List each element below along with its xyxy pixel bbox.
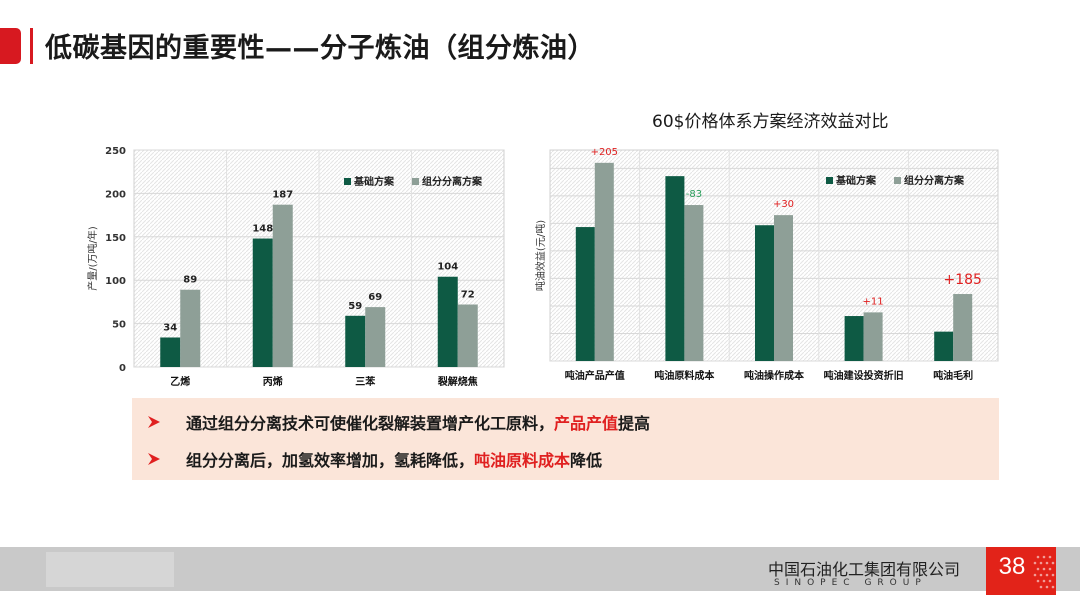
production-chart-svg: 0 50 100 150 200 250 产量/(万吨/年) 34 89 乙烯 148 187 丙烯 59… — [86, 146, 505, 388]
data-label: 104 — [437, 262, 458, 273]
y-tick-label: 50 — [112, 320, 126, 331]
x-tick-label: 吨油操作成本 — [744, 369, 805, 382]
bar — [365, 307, 386, 367]
data-label: 148 — [252, 224, 273, 235]
bar — [272, 204, 293, 367]
bullet-highlight: 吨油原料成本 — [474, 451, 571, 470]
x-tick-label: 三苯 — [355, 375, 376, 388]
bar — [684, 205, 704, 361]
legend-label: 组分分离方案 — [422, 175, 483, 188]
page-number-badge: 38 — [986, 547, 1056, 595]
title-accent-line — [30, 28, 33, 64]
change-annotation: +205 — [591, 147, 618, 158]
bar — [160, 337, 181, 367]
y-tick-label: 100 — [105, 276, 126, 287]
x-tick-label: 乙烯 — [170, 375, 190, 388]
change-annotation: +30 — [773, 199, 794, 210]
bar — [953, 294, 973, 361]
legend-swatch — [826, 177, 833, 184]
footer-logo-placeholder — [46, 552, 174, 587]
legend-label: 基础方案 — [353, 175, 395, 188]
footer-group-name: SINOPEC GROUP — [774, 578, 927, 588]
legend-swatch — [344, 178, 351, 185]
change-annotation: -83 — [686, 189, 702, 200]
footer-band — [0, 547, 1080, 591]
y-tick-label: 0 — [119, 363, 126, 374]
bar — [575, 227, 595, 361]
bullet-text: 通过组分分离技术可使催化裂解装置增产化工原料， — [186, 414, 555, 433]
economic-chart-svg: 吨油效益(元/吨) 吨油产品产值 吨油原料成本 吨油操作成本 吨油建设投资折旧 吨油毛利 +… — [534, 147, 999, 382]
data-label: 69 — [368, 292, 382, 303]
title-accent-block — [0, 28, 21, 64]
page-number: 38 — [998, 553, 1026, 580]
change-annotation: +11 — [863, 296, 884, 307]
bullet-text: 组分分离后，加氢效率增加，氢耗降低， — [186, 451, 475, 470]
legend-swatch — [412, 178, 419, 185]
bar — [755, 225, 774, 361]
bar — [844, 316, 864, 361]
arrow-bullet-icon — [148, 416, 160, 428]
bullet-text-end: 降低 — [570, 451, 603, 470]
legend-label: 基础方案 — [835, 174, 877, 187]
bar — [180, 289, 201, 367]
slide-title: 低碳基因的重要性——分子炼油（组分炼油） — [45, 33, 595, 64]
x-tick-label: 吨油建设投资折旧 — [824, 369, 904, 382]
y-tick-label: 200 — [105, 189, 126, 200]
legend-label: 组分分离方案 — [904, 174, 965, 187]
economic-chart-title: 60$价格体系方案经济效益对比 — [652, 112, 889, 132]
arrow-bullet-icon — [148, 453, 160, 465]
economic-chart: 吨油效益(元/吨) 吨油产品产值 吨油原料成本 吨油操作成本 吨油建设投资折旧 吨油毛利 +… — [532, 140, 1002, 390]
x-tick-label: 吨油毛利 — [933, 369, 973, 382]
x-tick-label: 裂解烧焦 — [437, 375, 478, 388]
bar — [457, 304, 478, 367]
bullet-item: 组分分离后，加氢效率增加，氢耗降低， 吨油原料成本 降低 — [146, 447, 602, 471]
bar — [594, 162, 614, 361]
bar — [345, 315, 366, 367]
y-tick-label: 150 — [105, 233, 126, 244]
bar — [774, 215, 793, 361]
x-tick-label: 丙烯 — [263, 375, 283, 388]
y-axis-label: 产量/(万吨/年) — [86, 226, 99, 291]
x-tick-label: 吨油原料成本 — [654, 369, 715, 382]
bar — [863, 312, 883, 361]
change-annotation: +185 — [943, 272, 981, 288]
bar — [934, 331, 954, 361]
y-tick-label: 250 — [105, 146, 126, 157]
bar — [665, 176, 685, 361]
footer-company-name: 中国石油化工集团有限公司 — [768, 560, 961, 579]
bar — [437, 276, 458, 367]
data-label: 89 — [183, 275, 197, 286]
conclusion-callout: 通过组分分离技术可使催化裂解装置增产化工原料， 产品产值 提高 组分分离后，加氢效率… — [132, 398, 999, 480]
production-chart: 0 50 100 150 200 250 产量/(万吨/年) 34 89 乙烯 148 187 丙烯 59… — [82, 140, 512, 390]
x-tick-label: 吨油产品产值 — [565, 369, 625, 382]
bar — [252, 238, 273, 367]
data-label: 72 — [461, 290, 475, 301]
data-label: 59 — [348, 301, 362, 312]
data-label: 34 — [163, 322, 177, 333]
y-axis-label: 吨油效益(元/吨) — [534, 220, 547, 291]
bullet-highlight: 产品产值 — [554, 414, 619, 433]
bullet-text-end: 提高 — [618, 414, 651, 433]
dot-pattern-icon — [1033, 555, 1055, 589]
data-label: 187 — [272, 190, 293, 201]
bullet-item: 通过组分分离技术可使催化裂解装置增产化工原料， 产品产值 提高 — [146, 410, 650, 434]
legend-swatch — [894, 177, 901, 184]
